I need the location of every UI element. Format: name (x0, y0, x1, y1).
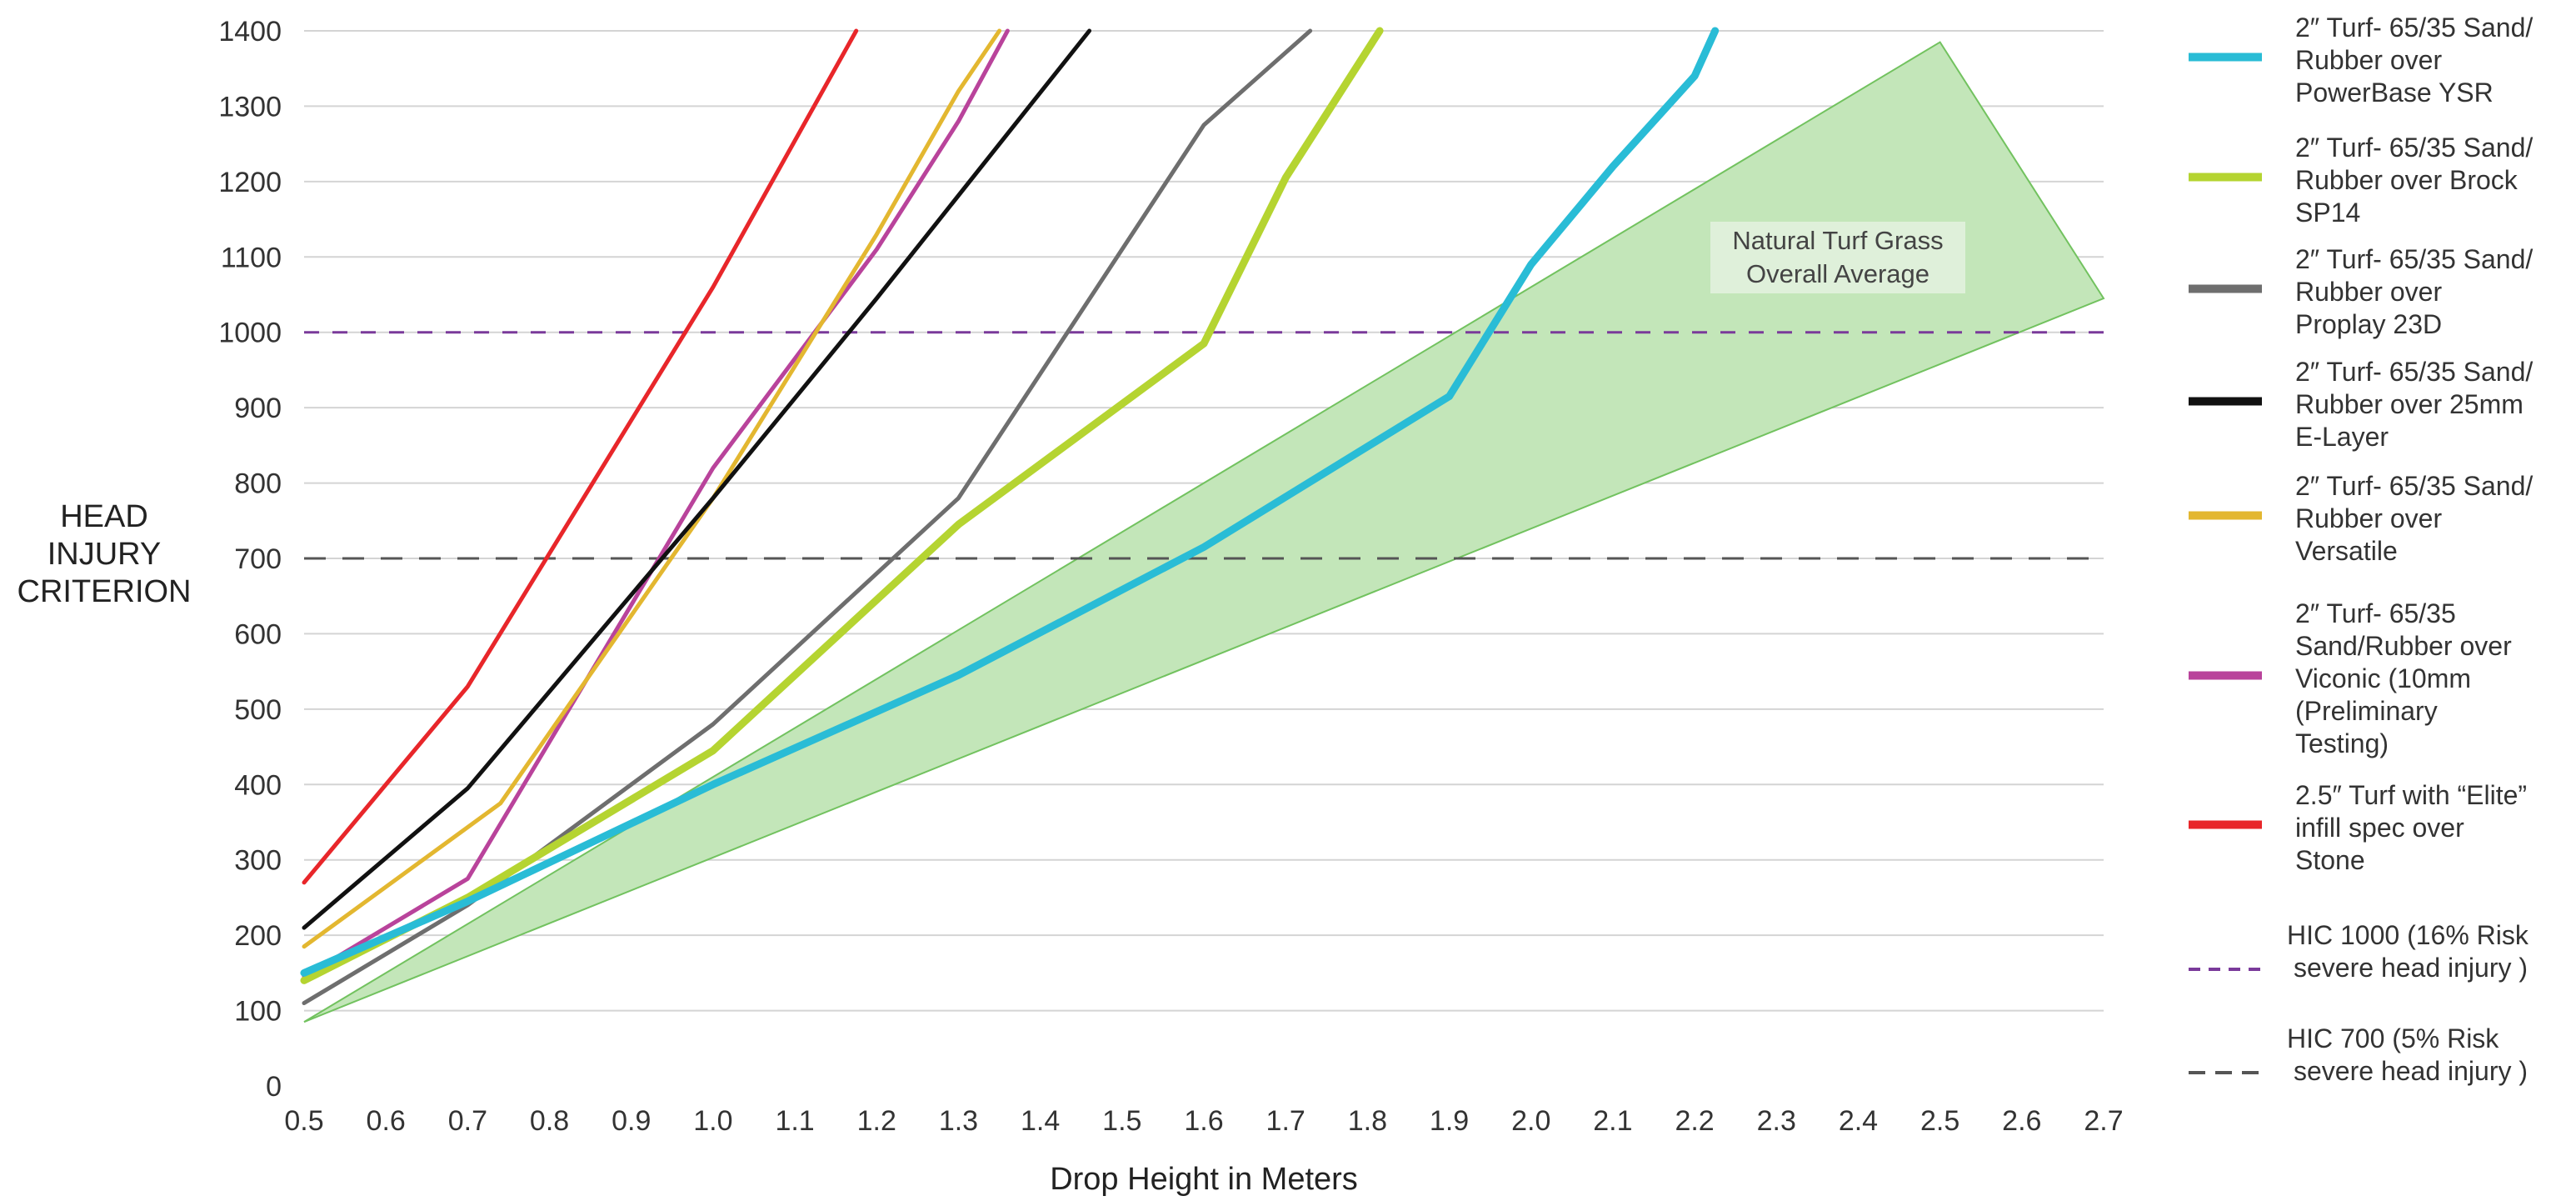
y-tick-label: 1000 (218, 318, 282, 349)
y-tick-label: 300 (234, 845, 282, 877)
x-tick-label: 1.3 (939, 1105, 978, 1137)
y-tick-label: 100 (234, 996, 282, 1028)
legend-label: 2″ Turf- 65/35 Sand/ (2295, 471, 2533, 501)
x-tick-label: 0.6 (367, 1105, 406, 1137)
y-tick-label: 700 (234, 543, 282, 575)
legend-label: Sand/Rubber over (2295, 631, 2512, 661)
legend-label: infill spec over (2295, 813, 2464, 843)
legend-label: Rubber over (2295, 45, 2442, 75)
y-tick-label: 900 (234, 393, 282, 424)
y-axis-title: CRITERION (17, 574, 192, 609)
legend-label: Proplay 23D (2295, 309, 2442, 339)
natural-turf-area (303, 41, 2105, 1023)
x-tick-label: 1.9 (1430, 1105, 1469, 1137)
y-tick-label: 1100 (221, 242, 282, 273)
y-tick-label: 0 (266, 1071, 282, 1103)
x-tick-label: 1.0 (693, 1105, 732, 1137)
x-tick-label: 2.3 (1757, 1105, 1796, 1137)
band-label-box (1710, 222, 1965, 293)
x-tick-label: 2.6 (2002, 1105, 2041, 1137)
natural-turf-band: Natural Turf Grass Overall Average (303, 41, 2105, 1023)
x-tick-label: 1.1 (775, 1105, 814, 1137)
legend-label: 2″ Turf- 65/35 Sand/ (2295, 244, 2533, 274)
legend-label: Versatile (2295, 536, 2398, 566)
legend-label: Testing) (2295, 728, 2389, 758)
y-axis-title: HEAD (60, 499, 148, 534)
legend-label: PowerBase YSR (2295, 78, 2494, 108)
legend-label: 2″ Turf- 65/35 Sand/ (2295, 357, 2533, 387)
band-label-text: Natural Turf Grass (1732, 226, 1943, 255)
legend-label: Rubber over (2295, 277, 2442, 307)
legend-label: Stone (2295, 845, 2365, 875)
legend-label: Rubber over 25mm (2295, 389, 2524, 419)
x-tick-label: 0.9 (612, 1105, 651, 1137)
series-lines (300, 27, 1720, 1006)
x-tick-label: 2.0 (1511, 1105, 1550, 1137)
legend-label: 2″ Turf- 65/35 (2295, 598, 2456, 628)
x-tick-label: 1.5 (1102, 1105, 1141, 1137)
reference-lines (304, 331, 2104, 560)
legend-label: Rubber over (2295, 503, 2442, 533)
series-line-4 (302, 28, 1002, 949)
y-tick-label: 500 (234, 694, 282, 726)
x-axis-title: Drop Height in Meters (1050, 1162, 1358, 1197)
series-line-0 (300, 27, 1720, 977)
legend-label: 2″ Turf- 65/35 Sand/ (2295, 13, 2533, 43)
legend-label: (Preliminary (2295, 696, 2438, 726)
x-tick-label: 2.5 (1920, 1105, 1959, 1137)
x-tick-label: 2.4 (1839, 1105, 1878, 1137)
x-tick-label: 1.2 (857, 1105, 896, 1137)
legend-label: HIC 1000 (16% Risk (2287, 920, 2529, 950)
y-tick-label: 800 (234, 468, 282, 500)
x-tick-label: 1.4 (1021, 1105, 1060, 1137)
x-tick-label: 2.1 (1593, 1105, 1632, 1137)
x-tick-label: 1.7 (1266, 1105, 1305, 1137)
legend-label: severe head injury ) (2294, 1056, 2528, 1086)
legend-label: E-Layer (2295, 422, 2389, 452)
series-line-6 (302, 28, 859, 885)
x-tick-label: 0.7 (448, 1105, 487, 1137)
y-tick-label: 400 (234, 769, 282, 801)
x-tick-label: 0.5 (284, 1105, 323, 1137)
axis-ticks: 0 100 200 300 400 500 600 700 800 900 1000 1100 1200… (218, 16, 2123, 1137)
legend-label: 2″ Turf- 65/35 Sand/ (2295, 133, 2533, 163)
legend-label: SP14 (2295, 198, 2360, 228)
y-tick-label: 1200 (218, 167, 282, 198)
x-tick-label: 1.8 (1348, 1105, 1387, 1137)
x-tick-label: 2.2 (1675, 1105, 1714, 1137)
legend-label: HIC 700 (5% Risk (2287, 1023, 2499, 1053)
band-label-text: Overall Average (1746, 259, 1930, 288)
y-tick-label: 1300 (218, 91, 282, 123)
series-line-5 (302, 28, 1010, 979)
legend: 2″ Turf- 65/35 Sand/Rubber overPowerBase… (2189, 13, 2533, 1086)
series-line-3 (302, 28, 1092, 930)
series-line-2 (302, 28, 1313, 1006)
legend-label: Rubber over Brock (2295, 165, 2519, 195)
x-tick-label: 2.7 (2084, 1105, 2123, 1137)
y-tick-label: 1400 (218, 16, 282, 48)
x-tick-label: 1.6 (1184, 1105, 1223, 1137)
y-tick-label: 200 (234, 920, 282, 952)
legend-label: 2.5″ Turf with “Elite” (2295, 780, 2527, 810)
legend-label: Viconic (10mm (2295, 663, 2471, 693)
x-tick-label: 0.8 (530, 1105, 569, 1137)
legend-label: severe head injury ) (2294, 953, 2528, 983)
y-axis-title: INJURY (47, 537, 162, 572)
y-tick-label: 600 (234, 618, 282, 650)
